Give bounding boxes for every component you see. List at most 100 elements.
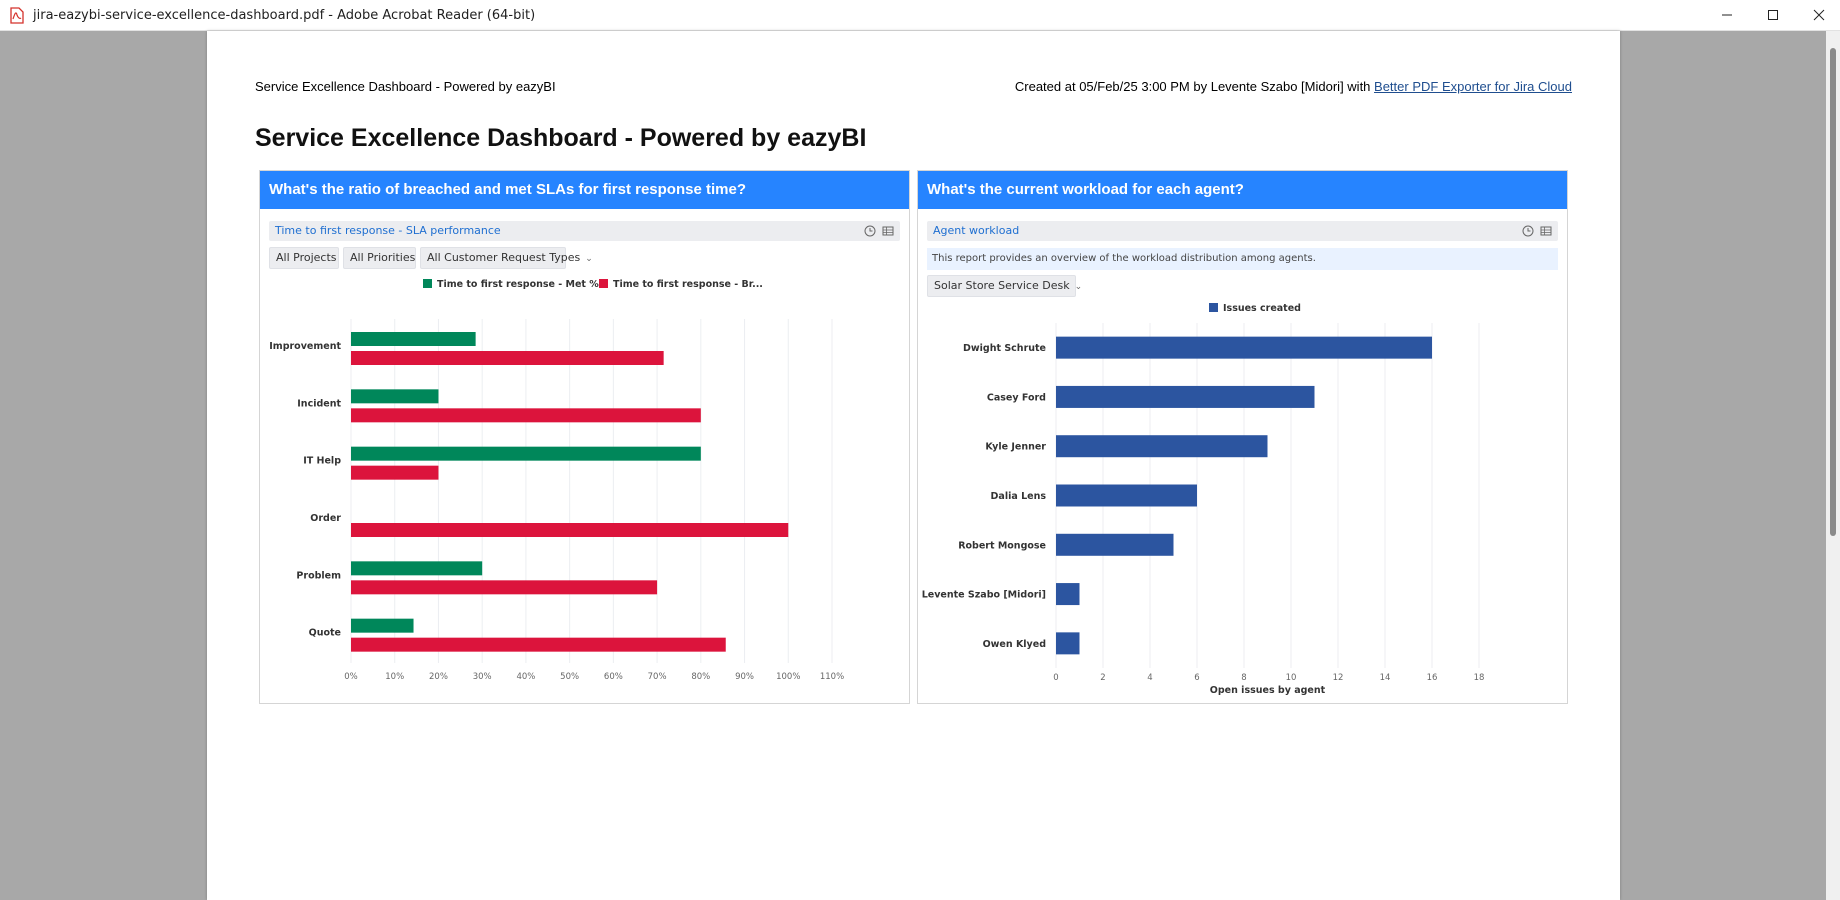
document-viewer[interactable]: Service Excellence Dashboard - Powered b…: [0, 31, 1840, 900]
issues-bar: [1056, 632, 1080, 655]
legend-swatch: [423, 279, 432, 288]
agent-label: Kyle Jenner: [985, 442, 1046, 453]
pdf-page: Service Excellence Dashboard - Powered b…: [207, 31, 1620, 900]
x-tick-label: 12: [1333, 673, 1344, 683]
chevron-down-icon: ⌄: [1074, 282, 1083, 292]
workload-report-title[interactable]: Agent workload: [933, 224, 1020, 237]
table-icon[interactable]: [1539, 224, 1553, 238]
issues-bar: [1056, 336, 1432, 359]
agent-label: Levente Szabo [Midori]: [922, 590, 1046, 601]
exporter-link[interactable]: Better PDF Exporter for Jira Cloud: [1374, 79, 1572, 94]
sla-panel: What's the ratio of breached and met SLA…: [259, 170, 910, 704]
agent-label: Owen Klyed: [983, 639, 1046, 650]
workload-panel-heading: What's the current workload for each age…: [918, 171, 1567, 209]
category-label: Quote: [309, 628, 341, 639]
x-tick-label: 30%: [473, 672, 492, 682]
priorities-filter[interactable]: All Priorities⌄: [343, 247, 428, 269]
vertical-scrollbar[interactable]: [1826, 31, 1840, 900]
issues-bar: [1056, 385, 1315, 408]
priorities-filter-label: All Priorities: [350, 251, 416, 264]
legend-swatch: [1209, 303, 1218, 312]
x-tick-label: 70%: [648, 672, 667, 682]
sla-report-bar: Time to first response - SLA performance: [269, 221, 900, 241]
close-icon: [1813, 9, 1825, 21]
x-tick-label: 0%: [344, 672, 358, 682]
issues-bar: [1056, 533, 1174, 556]
x-tick-label: 16: [1427, 673, 1438, 683]
x-tick-label: 60%: [604, 672, 623, 682]
issues-bar: [1056, 435, 1268, 458]
acrobat-pdf-icon: [10, 7, 24, 24]
breached-bar: [351, 465, 439, 480]
projects-filter[interactable]: All Projects⌄: [269, 247, 349, 269]
clock-icon[interactable]: [1521, 224, 1535, 238]
category-label: IT Help: [303, 456, 341, 467]
x-tick-label: 8: [1241, 673, 1246, 683]
category-label: Order: [310, 513, 341, 524]
page-title: Service Excellence Dashboard - Powered b…: [255, 124, 867, 152]
service-desk-filter[interactable]: Solar Store Service Desk ⌄: [927, 275, 1082, 297]
legend-label: Time to first response - Met %: [437, 279, 599, 290]
workload-panel: What's the current workload for each age…: [917, 170, 1568, 704]
breached-bar: [351, 637, 726, 652]
agent-label: Robert Mongose: [958, 540, 1046, 551]
breached-bar: [351, 408, 701, 423]
met-bar: [351, 561, 483, 576]
x-axis-title: Open issues by agent: [1210, 685, 1326, 696]
x-tick-label: 90%: [735, 672, 754, 682]
maximize-icon: [1768, 10, 1778, 20]
minimize-button[interactable]: [1704, 0, 1750, 31]
breached-bar: [351, 351, 664, 365]
x-tick-label: 110%: [820, 672, 844, 682]
breached-bar: [351, 580, 658, 595]
x-tick-label: 18: [1474, 673, 1485, 683]
legend-label: Time to first response - Br...: [613, 279, 763, 290]
met-bar: [351, 332, 476, 346]
agent-label: Dwight Schrute: [963, 343, 1046, 354]
x-tick-label: 50%: [560, 672, 579, 682]
title-bar: jira-eazybi-service-excellence-dashboard…: [0, 0, 1840, 31]
created-at-text: Created at 05/Feb/25 3:00 PM by Levente …: [1014, 79, 1375, 94]
x-tick-label: 20%: [429, 672, 448, 682]
maximize-button[interactable]: [1750, 0, 1796, 31]
x-tick-label: 80%: [691, 672, 710, 682]
legend-swatch: [599, 279, 608, 288]
sla-report-title[interactable]: Time to first response - SLA performance: [275, 224, 501, 237]
x-tick-label: 10: [1286, 673, 1297, 683]
request-types-filter[interactable]: All Customer Request Types ⌄: [420, 247, 593, 269]
issues-bar: [1056, 484, 1197, 507]
page-header-meta: Created at 05/Feb/25 3:00 PM by Levente …: [1015, 79, 1572, 94]
x-tick-label: 40%: [516, 672, 535, 682]
category-label: Incident: [297, 398, 341, 409]
workload-bar-chart: Issues created 0 2 4 6 8 10 12 14 16 18 Open issues…: [922, 303, 1485, 696]
table-icon[interactable]: [881, 224, 895, 238]
x-tick-label: 0: [1053, 673, 1058, 683]
x-tick-label: 4: [1147, 673, 1152, 683]
breached-bar: [351, 523, 789, 537]
clock-icon[interactable]: [863, 224, 877, 238]
issues-bar: [1056, 583, 1080, 606]
x-tick-label: 10%: [385, 672, 404, 682]
sla-bar-chart: Time to first response - Met % Time to fi…: [269, 279, 844, 682]
window-title: jira-eazybi-service-excellence-dashboard…: [33, 8, 536, 23]
x-tick-label: 100%: [776, 672, 800, 682]
request-types-filter-label: All Customer Request Types: [427, 251, 581, 264]
scrollbar-thumb[interactable]: [1830, 48, 1836, 536]
x-tick-label: 14: [1380, 673, 1391, 683]
workload-description: This report provides an overview of the …: [927, 248, 1558, 270]
x-tick-label: 6: [1194, 673, 1199, 683]
chevron-down-icon: ⌄: [585, 254, 593, 264]
x-tick-label: 2: [1100, 673, 1105, 683]
close-button[interactable]: [1796, 0, 1840, 31]
sla-panel-heading: What's the ratio of breached and met SLA…: [260, 171, 909, 209]
minimize-icon: [1722, 14, 1732, 16]
met-bar: [351, 446, 701, 461]
service-desk-filter-label: Solar Store Service Desk: [934, 279, 1070, 292]
agent-label: Dalia Lens: [991, 491, 1047, 502]
category-label: Problem: [296, 570, 341, 581]
agent-label: Casey Ford: [987, 392, 1046, 403]
category-label: Improvement: [269, 341, 341, 352]
met-bar: [351, 389, 439, 404]
page-header-title: Service Excellence Dashboard - Powered b…: [255, 79, 556, 94]
projects-filter-label: All Projects: [276, 251, 337, 264]
